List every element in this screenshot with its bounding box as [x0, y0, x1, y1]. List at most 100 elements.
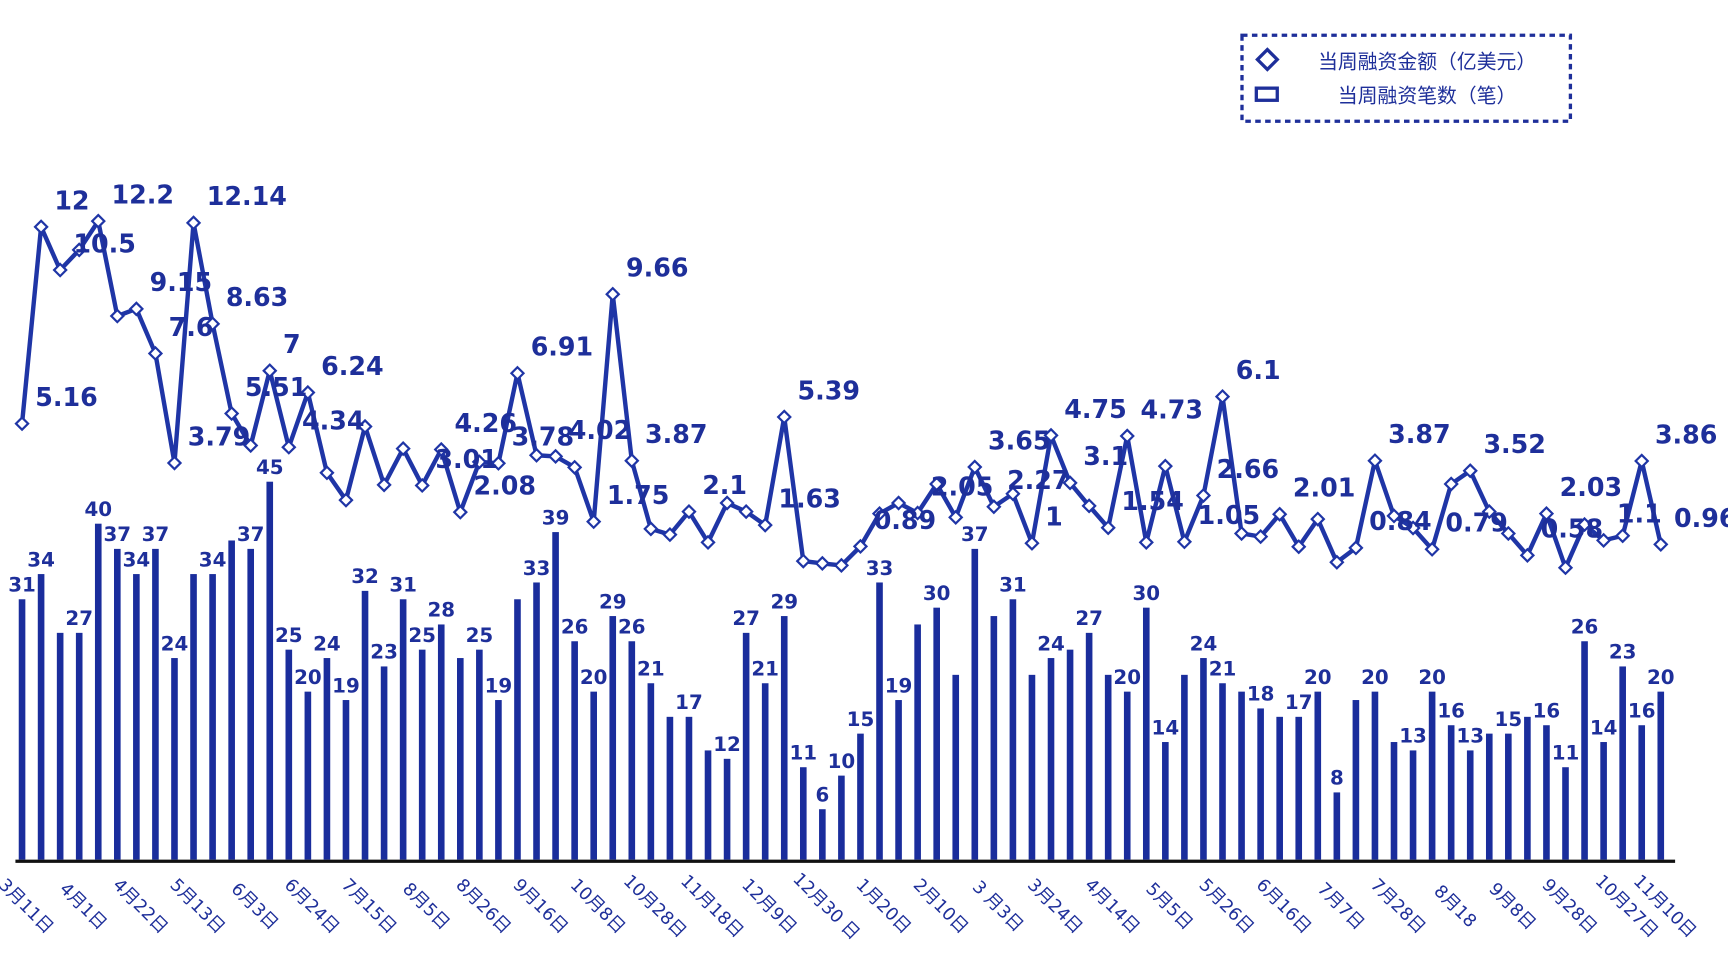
point	[1443, 476, 1459, 492]
bar	[857, 733, 864, 860]
x-tick-label: 4月22日	[108, 875, 171, 938]
bar-value-label: 15	[847, 708, 875, 731]
bar	[1562, 767, 1569, 860]
legend-marker	[1255, 47, 1280, 72]
point	[71, 242, 87, 258]
legend-label: 当周融资笔数（笔）	[1338, 84, 1516, 107]
bar	[304, 691, 312, 860]
line-value-label: 1.54	[1121, 486, 1184, 516]
point	[90, 213, 106, 229]
bar	[952, 674, 960, 860]
bar	[1543, 725, 1550, 860]
line-value-label: 12.2	[111, 180, 174, 210]
bar-value-label: 30	[1132, 582, 1160, 605]
x-tick-label: 7月28日	[1366, 875, 1429, 938]
point	[681, 503, 697, 520]
point	[814, 555, 830, 571]
point	[243, 437, 259, 454]
point	[738, 503, 754, 520]
bar-value-label: 26	[1571, 616, 1599, 639]
point	[567, 459, 583, 475]
line-value-label: 6.1	[1236, 355, 1281, 385]
point	[1062, 475, 1078, 491]
x-tick-label: 3月11日	[0, 875, 57, 938]
bar-value-label: 25	[408, 624, 436, 647]
line-value-label: 7	[283, 329, 301, 359]
bar	[685, 716, 693, 860]
point	[795, 553, 811, 569]
bar	[399, 599, 407, 860]
point	[1424, 541, 1440, 557]
point	[1653, 536, 1669, 553]
line-value-label: 8.63	[226, 282, 289, 312]
point	[1272, 506, 1288, 522]
bar	[1028, 674, 1036, 860]
point	[1538, 506, 1555, 522]
bar-value-label: 27	[65, 607, 93, 630]
bar-value-label: 27	[732, 607, 760, 630]
point	[1634, 453, 1650, 469]
bar	[1619, 666, 1626, 860]
point	[1253, 529, 1269, 545]
bar-value-label: 34	[123, 548, 151, 571]
bar-value-label: 37	[142, 523, 170, 546]
point	[1024, 535, 1040, 551]
bar	[742, 632, 750, 860]
bar-value-label: 25	[275, 624, 303, 647]
point	[33, 219, 49, 235]
bar-value-label: 10	[828, 750, 856, 773]
point	[871, 506, 888, 522]
bar-value-label: 20	[1113, 666, 1141, 689]
bar	[552, 532, 559, 860]
bar	[1104, 674, 1112, 860]
bar	[1390, 742, 1398, 860]
line-value-label: 2.03	[1560, 472, 1623, 502]
bar	[1181, 674, 1188, 860]
bar	[1257, 708, 1264, 860]
point	[490, 455, 507, 471]
bar-value-label: 16	[1628, 700, 1656, 723]
point	[605, 286, 621, 302]
point	[1462, 463, 1478, 479]
bar	[1466, 750, 1474, 860]
bar	[1162, 742, 1169, 860]
bar-value-label: 29	[599, 590, 627, 613]
bar	[190, 574, 197, 860]
bar	[133, 574, 140, 860]
point	[1291, 539, 1307, 555]
point	[1195, 487, 1212, 504]
point	[719, 495, 735, 511]
point	[1138, 534, 1154, 551]
point	[1043, 427, 1059, 444]
x-tick-label: 5月26日	[1195, 875, 1258, 938]
line-value-label: 5.51	[245, 372, 308, 402]
bar-value-label: 21	[1209, 658, 1237, 681]
bar-value-label: 31	[389, 574, 417, 597]
point	[319, 465, 335, 481]
bar-value-label: 20	[1361, 666, 1389, 689]
bar	[1428, 691, 1436, 860]
bar	[1409, 750, 1417, 860]
x-tick-label: 9月8日	[1484, 879, 1539, 934]
point	[376, 477, 392, 493]
bar-value-label: 31	[8, 574, 36, 597]
bar	[247, 548, 255, 860]
point	[624, 453, 640, 469]
x-tick-label: 6月24日	[280, 875, 343, 938]
x-tick-label: 6月3日	[227, 879, 282, 934]
bar-value-label: 37	[104, 523, 132, 546]
bar	[895, 700, 902, 860]
bar-value-label: 26	[618, 616, 646, 639]
bar-value-label: 25	[466, 624, 494, 647]
x-tick-label: 8月18	[1430, 882, 1480, 932]
point	[929, 476, 945, 492]
bar	[380, 666, 388, 860]
bar	[1009, 599, 1017, 860]
point	[433, 441, 449, 458]
bar-value-label: 33	[523, 557, 551, 580]
line-value-label: 3.65	[988, 425, 1051, 455]
point	[986, 499, 1002, 515]
point	[528, 447, 545, 463]
bar	[1047, 658, 1055, 860]
line-value-label: 1.63	[778, 483, 840, 513]
